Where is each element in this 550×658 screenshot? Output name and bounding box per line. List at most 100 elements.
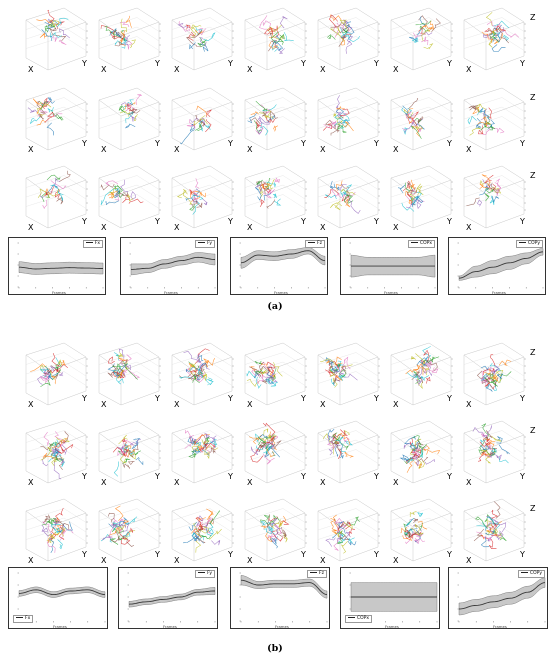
trajectory-line xyxy=(480,365,489,371)
trajectory-axes-3d xyxy=(317,165,380,229)
y-axis-letter: Y xyxy=(374,59,379,68)
trajectory-line xyxy=(123,445,132,450)
trajectory-line xyxy=(485,384,497,392)
trajectory-line xyxy=(498,444,510,455)
trajectory-line xyxy=(202,435,207,450)
trajectory-line xyxy=(60,443,74,452)
trajectory-line xyxy=(125,15,132,28)
trajectory-line xyxy=(263,447,272,454)
timeseries-canvas xyxy=(239,242,326,289)
trajectory-line xyxy=(493,501,501,519)
legend: COPx xyxy=(345,615,373,623)
legend-swatch xyxy=(520,572,528,573)
trajectory-line xyxy=(487,24,499,33)
trajectory-line xyxy=(59,28,70,39)
trajectory-line xyxy=(398,184,406,194)
x-axis-letter: X xyxy=(28,65,34,74)
trajectory-line xyxy=(428,367,439,374)
trajectory-line xyxy=(403,127,410,135)
trajectory-line xyxy=(404,435,416,445)
trajectory-line xyxy=(120,363,131,371)
trajectory-axes-3d xyxy=(171,420,234,484)
trajectory-line xyxy=(262,190,272,198)
trajectory-line xyxy=(475,103,481,112)
trajectory-line xyxy=(334,114,347,121)
trajectory-line xyxy=(58,372,64,377)
trajectory-line xyxy=(344,451,354,458)
trajectory-line xyxy=(207,377,214,383)
trajectory-line xyxy=(109,27,118,36)
trajectory-line xyxy=(61,526,66,537)
trajectory-axes-3d xyxy=(317,342,380,406)
trajectory-line xyxy=(478,441,485,455)
trajectory-line xyxy=(268,525,274,533)
trajectory-line xyxy=(340,33,350,39)
trajectory-line xyxy=(268,41,279,49)
y-axis-letter: Y xyxy=(301,550,306,559)
trajectory-line xyxy=(273,35,284,41)
trajectory-axes-3d xyxy=(171,87,234,151)
trajectory-line xyxy=(491,182,500,194)
trajectory-line xyxy=(205,442,216,449)
trajectory-line xyxy=(481,536,492,541)
trajectory-line xyxy=(263,428,269,436)
trajectory-line xyxy=(50,365,56,372)
trajectory-line xyxy=(51,109,64,121)
trajectory-line xyxy=(259,115,270,124)
x-axis-letter: X xyxy=(393,65,399,74)
trajectory-line xyxy=(415,123,425,130)
trajectory-line xyxy=(347,540,357,546)
std-band xyxy=(130,252,216,276)
y-axis-letter: Y xyxy=(374,139,379,148)
trajectory-line xyxy=(48,533,55,539)
trajectory-line xyxy=(335,436,344,446)
trajectory-line xyxy=(339,452,344,459)
y-axis-letter: Y xyxy=(82,394,87,403)
trajectory-line xyxy=(340,108,350,116)
trajectory-line xyxy=(123,522,130,533)
trajectory-line xyxy=(486,452,496,458)
trajectory-line xyxy=(196,362,207,372)
trajectory-line xyxy=(275,34,281,45)
trajectory-line xyxy=(37,110,48,117)
trajectory-line xyxy=(62,521,73,531)
mean-line xyxy=(18,589,106,596)
trajectory-line xyxy=(267,366,275,375)
trajectory-line xyxy=(484,381,490,387)
legend-label: Fy xyxy=(207,571,212,576)
trajectory-line xyxy=(114,505,124,521)
trajectory-line xyxy=(206,528,214,536)
trajectory-line xyxy=(338,536,347,544)
trajectory-line xyxy=(263,528,276,535)
trajectory-line xyxy=(100,183,115,191)
trajectory-line xyxy=(409,511,417,517)
trajectory-line xyxy=(411,448,418,454)
trajectory-line xyxy=(129,370,140,379)
trajectory-line xyxy=(410,125,422,139)
trajectory-line xyxy=(113,352,120,361)
trajectory-line xyxy=(405,187,412,196)
trajectory-line xyxy=(341,434,350,443)
trajectory-line xyxy=(488,538,497,549)
trajectory-line xyxy=(206,109,212,118)
trajectory-line xyxy=(401,107,412,114)
trajectory-line xyxy=(114,190,121,199)
trajectory-line xyxy=(323,122,336,129)
trajectory-line xyxy=(43,431,50,446)
trajectory-line xyxy=(279,33,285,45)
trajectory-line xyxy=(191,439,202,447)
trajectory-line xyxy=(116,377,124,385)
trajectory-line xyxy=(193,192,198,203)
y-axis-letter: Y xyxy=(301,59,306,68)
mean-line xyxy=(128,590,215,605)
y-axis-letter: Y xyxy=(447,217,452,226)
trajectory-line xyxy=(504,30,519,38)
trajectory-line xyxy=(341,121,354,132)
trajectory-line xyxy=(111,525,124,534)
trajectory-line xyxy=(191,528,202,539)
trajectory-line xyxy=(196,515,204,526)
y-axis-letter: Y xyxy=(82,217,87,226)
